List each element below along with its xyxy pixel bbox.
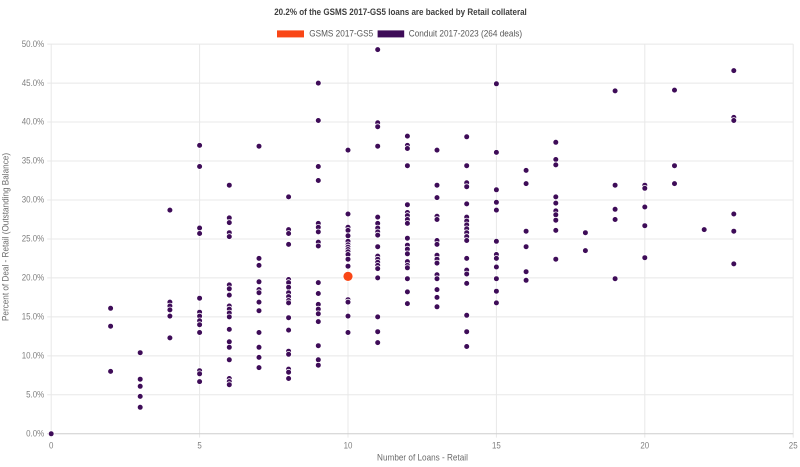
svg-text:GSMS 2017-GS5: GSMS 2017-GS5: [309, 28, 373, 39]
svg-text:10: 10: [344, 440, 353, 451]
svg-text:0: 0: [49, 440, 54, 451]
svg-text:10.0%: 10.0%: [22, 350, 45, 361]
svg-text:Percent of Deal - Retail (Outs: Percent of Deal - Retail (Outstanding Ba…: [0, 153, 11, 321]
svg-text:50.0%: 50.0%: [22, 38, 45, 49]
svg-text:15.0%: 15.0%: [22, 311, 45, 322]
svg-text:20.2% of the GSMS 2017-GS5 loa: 20.2% of the GSMS 2017-GS5 loans are bac…: [274, 7, 527, 18]
svg-text:45.0%: 45.0%: [22, 77, 45, 88]
svg-text:5.0%: 5.0%: [26, 389, 44, 400]
svg-text:15: 15: [492, 440, 501, 451]
svg-text:35.0%: 35.0%: [22, 155, 45, 166]
svg-text:5: 5: [197, 440, 202, 451]
svg-text:0.0%: 0.0%: [26, 428, 44, 439]
svg-text:20: 20: [640, 440, 649, 451]
svg-text:Number of Loans - Retail: Number of Loans - Retail: [377, 452, 468, 463]
svg-text:25: 25: [789, 440, 798, 451]
svg-text:30.0%: 30.0%: [22, 194, 45, 205]
svg-text:Conduit 2017-2023 (264 deals): Conduit 2017-2023 (264 deals): [409, 28, 522, 39]
svg-text:20.0%: 20.0%: [22, 272, 45, 283]
svg-text:40.0%: 40.0%: [22, 116, 45, 127]
svg-text:25.0%: 25.0%: [22, 233, 45, 244]
